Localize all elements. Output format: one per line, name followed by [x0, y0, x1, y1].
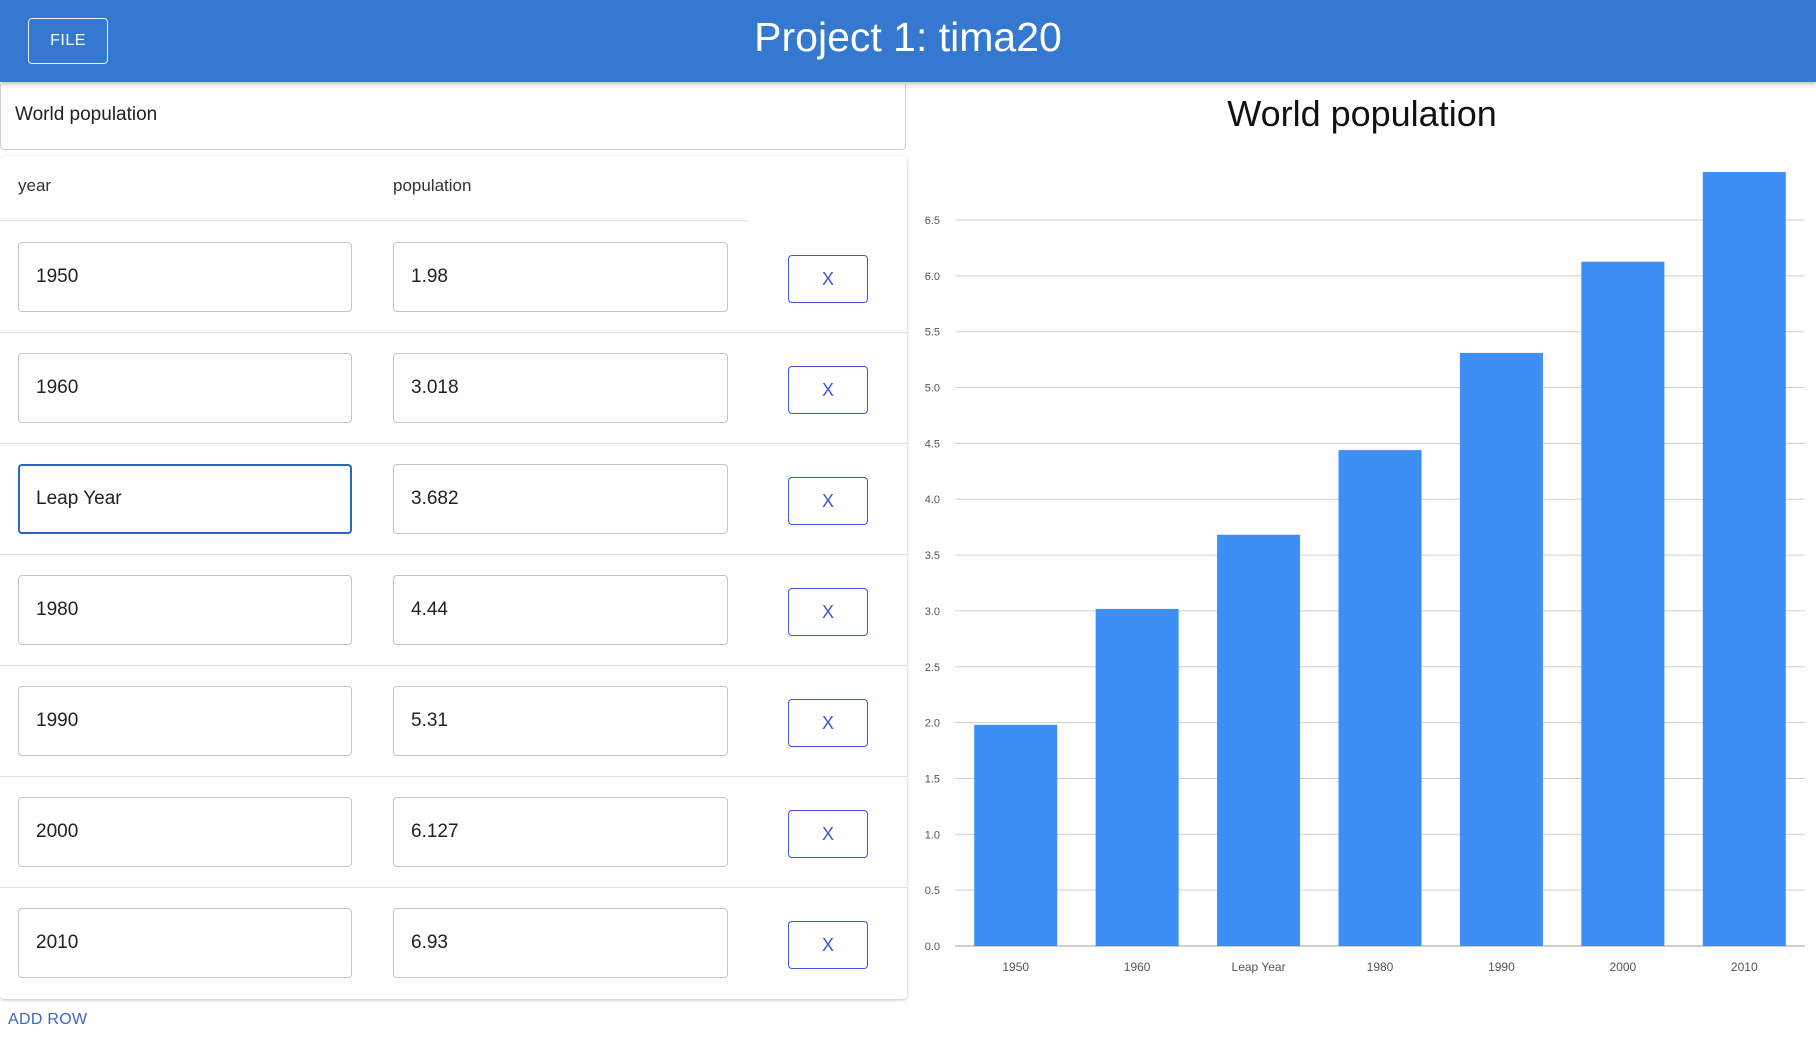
x-tick-label: 2010 [1731, 960, 1758, 974]
year-input[interactable] [18, 464, 352, 534]
y-tick-label: 5.5 [925, 327, 940, 339]
x-tick-label: 1980 [1367, 960, 1394, 974]
y-tick-label: 0.5 [925, 885, 940, 897]
y-tick-label: 4.0 [925, 494, 940, 506]
x-tick-label: 1990 [1488, 960, 1515, 974]
delete-row-button[interactable]: X [788, 810, 868, 858]
bar [1217, 534, 1301, 946]
bar [1459, 352, 1543, 946]
x-tick-label: 1960 [1124, 960, 1151, 974]
x-tick-label: 1950 [1002, 960, 1029, 974]
delete-row-button[interactable]: X [788, 255, 868, 303]
population-input[interactable] [393, 908, 728, 978]
delete-row-button[interactable]: X [788, 477, 868, 525]
project-title: Project 1: tima20 [754, 14, 1062, 60]
table-row: X [0, 222, 907, 333]
y-tick-label: 2.0 [925, 718, 940, 730]
year-input[interactable] [18, 353, 352, 423]
delete-row-button[interactable]: X [788, 699, 868, 747]
chart-panel: World population 0.0 0.5 1.0 1.5 2.0 2.5 3.0 3.… [912, 84, 1816, 1041]
population-input[interactable] [393, 797, 728, 867]
y-tick-label: 3.0 [925, 606, 940, 618]
app-bar: FILE Project 1: tima20 [0, 0, 1816, 82]
delete-row-button[interactable]: X [788, 366, 868, 414]
table-row: X [0, 555, 907, 666]
year-input[interactable] [18, 686, 352, 756]
x-tick-label: 2000 [1610, 960, 1637, 974]
y-tick-label: 1.0 [925, 829, 940, 841]
bar [1338, 450, 1422, 946]
bar [1702, 172, 1786, 946]
bar-chart: World population 0.0 0.5 1.0 1.5 2.0 2.5 3.0 3.… [925, 93, 1805, 974]
year-input[interactable] [18, 242, 352, 312]
year-input[interactable] [18, 575, 352, 645]
bar [974, 724, 1058, 946]
add-row-button[interactable]: ADD ROW [8, 1011, 88, 1028]
year-input[interactable] [18, 908, 352, 978]
y-tick-label: 6.5 [925, 215, 940, 227]
x-tick-label: Leap Year [1232, 960, 1286, 974]
population-input[interactable] [393, 686, 728, 756]
table-row: X [0, 666, 907, 777]
delete-row-button[interactable]: X [788, 588, 868, 636]
column-header-population: population [393, 176, 472, 195]
year-input[interactable] [18, 797, 352, 867]
header-divider [0, 220, 748, 221]
table-row: X [0, 444, 907, 555]
delete-row-button[interactable]: X [788, 921, 868, 969]
y-tick-label: 4.5 [925, 438, 940, 450]
population-input[interactable] [393, 464, 728, 534]
chart-title-input[interactable] [15, 104, 875, 126]
y-tick-label: 1.5 [925, 773, 940, 785]
y-tick-label: 3.5 [925, 550, 940, 562]
population-input[interactable] [393, 242, 728, 312]
y-tick-label: 2.5 [925, 662, 940, 674]
bar [1095, 608, 1179, 946]
population-input[interactable] [393, 575, 728, 645]
population-input[interactable] [393, 353, 728, 423]
bar [1581, 261, 1665, 946]
file-menu-button[interactable]: FILE [28, 18, 108, 64]
y-tick-label: 5.0 [925, 383, 940, 395]
table-row: X [0, 333, 907, 444]
y-tick-label: 0.0 [925, 941, 940, 953]
data-table: year population X X X X X X X [0, 156, 907, 999]
table-row: X [0, 777, 907, 888]
table-row: X [0, 888, 907, 999]
column-header-year: year [18, 176, 52, 195]
y-tick-label: 6.0 [925, 271, 940, 283]
chart-title-field[interactable] [0, 84, 906, 150]
chart-title: World population [1227, 93, 1497, 134]
